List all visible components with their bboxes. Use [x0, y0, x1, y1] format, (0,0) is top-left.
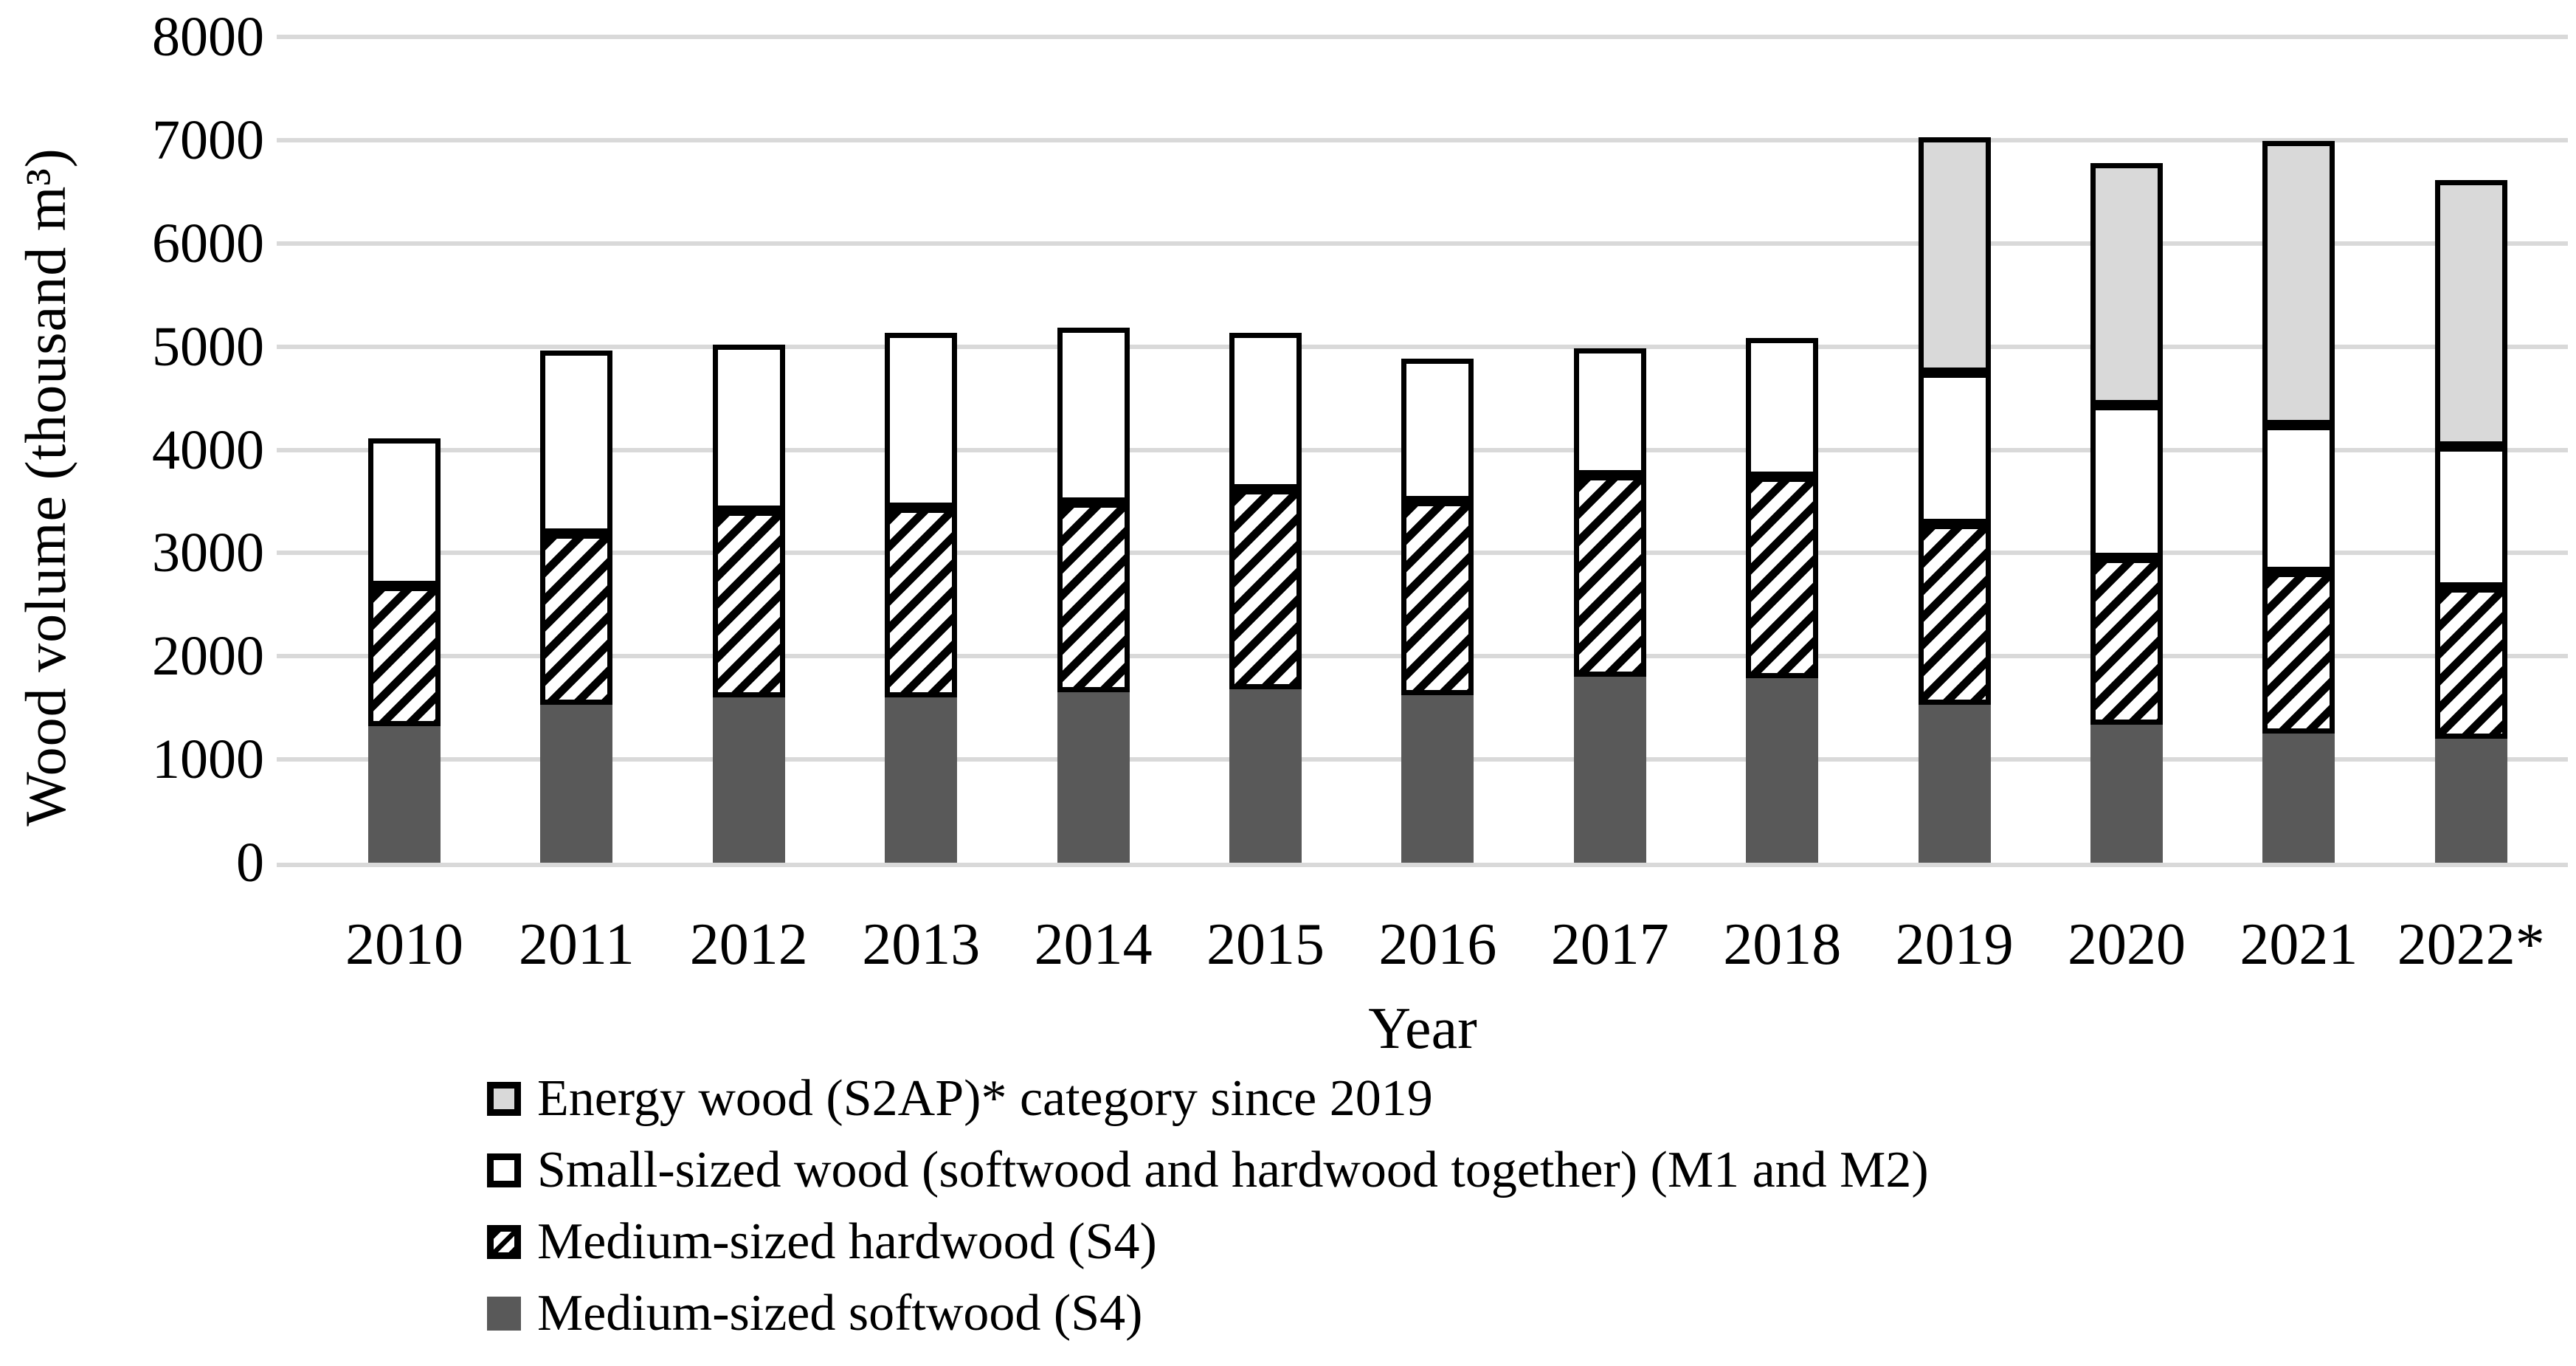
legend-swatch-softwood — [487, 1296, 521, 1331]
y-axis-tick-label: 2000 — [152, 625, 264, 688]
bar-segment-hardwood-2010 — [368, 586, 441, 727]
y-axis-tick-label: 1000 — [152, 728, 264, 791]
x-axis-tick-label: 2017 — [1550, 912, 1669, 977]
x-axis-tick-label: 2020 — [2068, 912, 2186, 977]
x-axis-tick-label: 2011 — [518, 912, 635, 977]
legend-label: Energy wood (S2AP)* category since 2019 — [537, 1069, 1433, 1127]
bar-segment-small-2021 — [2262, 424, 2335, 572]
y-axis-tick-label: 3000 — [152, 522, 264, 584]
legend-swatch-small — [487, 1153, 521, 1187]
bar-segment-small-2017 — [1573, 348, 1646, 476]
x-axis-tick-label: 2014 — [1034, 912, 1153, 977]
legend-item-energy: Energy wood (S2AP)* category since 2019 — [487, 1063, 1929, 1134]
bar-segment-softwood-2012 — [712, 697, 785, 863]
bar-segment-energy-2021 — [2262, 141, 2335, 425]
bar-segment-softwood-2017 — [1573, 677, 1646, 863]
x-axis-tick-label: 2021 — [2240, 912, 2358, 977]
bar-segment-softwood-2015 — [1229, 689, 1302, 863]
bar-segment-hardwood-2015 — [1229, 489, 1302, 689]
gridline — [277, 863, 2568, 867]
legend-item-small: Small-sized wood (softwood and hardwood … — [487, 1134, 1929, 1206]
bar-segment-hardwood-2021 — [2262, 571, 2335, 734]
bar-segment-softwood-2019 — [1918, 704, 1991, 863]
x-axis-tick-label: 2012 — [689, 912, 808, 977]
bar-segment-softwood-2013 — [885, 697, 958, 863]
bar-segment-small-2016 — [1401, 359, 1474, 502]
bar-segment-softwood-2016 — [1401, 695, 1474, 863]
x-axis-tick-label: 2013 — [862, 912, 981, 977]
bar-segment-hardwood-2012 — [712, 511, 785, 698]
bar-segment-small-2011 — [540, 351, 613, 534]
bar-segment-hardwood-2014 — [1057, 502, 1130, 693]
bar-segment-softwood-2020 — [2090, 724, 2163, 863]
gridline — [277, 137, 2568, 142]
legend-item-softwood: Medium-sized softwood (S4) — [487, 1277, 1929, 1349]
legend-item-hardwood: Medium-sized hardwood (S4) — [487, 1206, 1929, 1277]
bar-segment-softwood-2022* — [2434, 739, 2507, 863]
bar-segment-small-2022* — [2434, 446, 2507, 587]
bar-segment-softwood-2018 — [1746, 677, 1819, 863]
bar-segment-energy-2022* — [2434, 180, 2507, 447]
bar-segment-small-2015 — [1229, 333, 1302, 489]
bar-segment-small-2013 — [885, 333, 958, 508]
bar-segment-small-2020 — [2090, 405, 2163, 559]
y-axis-tick-label: 6000 — [152, 212, 264, 275]
gridline — [277, 35, 2568, 39]
y-axis-tick-label: 5000 — [152, 315, 264, 378]
legend-label: Medium-sized softwood (S4) — [537, 1284, 1143, 1342]
bar-segment-hardwood-2017 — [1573, 475, 1646, 677]
y-axis-tick-label: 8000 — [152, 6, 264, 68]
legend-label: Medium-sized hardwood (S4) — [537, 1213, 1157, 1270]
bar-segment-softwood-2011 — [540, 704, 613, 863]
bar-segment-hardwood-2020 — [2090, 558, 2163, 725]
bar-segment-small-2010 — [368, 438, 441, 587]
bar-segment-small-2018 — [1746, 338, 1819, 477]
bar-segment-energy-2020 — [2090, 162, 2163, 406]
bar-segment-hardwood-2018 — [1746, 476, 1819, 678]
bar-segment-softwood-2010 — [368, 726, 441, 863]
bar-segment-small-2012 — [712, 344, 785, 511]
bar-segment-energy-2019 — [1918, 137, 1991, 373]
bar-segment-hardwood-2022* — [2434, 587, 2507, 739]
legend-swatch-energy — [487, 1081, 521, 1116]
x-axis-tick-label: 2019 — [1895, 912, 2014, 977]
x-axis-tick-label: 2016 — [1378, 912, 1497, 977]
gridline — [277, 241, 2568, 246]
x-axis-tick-label: 2018 — [1723, 912, 1842, 977]
y-axis-tick-label: 4000 — [152, 418, 264, 481]
bar-segment-small-2019 — [1918, 372, 1991, 525]
bar-segment-softwood-2014 — [1057, 692, 1130, 863]
x-axis-tick-label: 2010 — [345, 912, 463, 977]
legend: Energy wood (S2AP)* category since 2019 S… — [487, 1063, 1929, 1349]
y-axis-tick-label: 0 — [236, 832, 264, 894]
bar-segment-hardwood-2019 — [1918, 524, 1991, 705]
x-axis-tick-label: 2022* — [2397, 912, 2545, 977]
bar-segment-softwood-2021 — [2262, 734, 2335, 863]
bar-segment-hardwood-2016 — [1401, 501, 1474, 696]
x-axis-title: Year — [1368, 996, 1477, 1061]
bar-segment-hardwood-2013 — [885, 507, 958, 698]
x-axis-tick-label: 2015 — [1206, 912, 1325, 977]
bar-segment-hardwood-2011 — [540, 533, 613, 705]
bar-segment-small-2014 — [1057, 328, 1130, 503]
gridline — [277, 344, 2568, 349]
y-axis-tick-label: 7000 — [152, 108, 264, 171]
legend-swatch-hardwood — [487, 1224, 521, 1259]
legend-label: Small-sized wood (softwood and hardwood … — [537, 1141, 1929, 1198]
